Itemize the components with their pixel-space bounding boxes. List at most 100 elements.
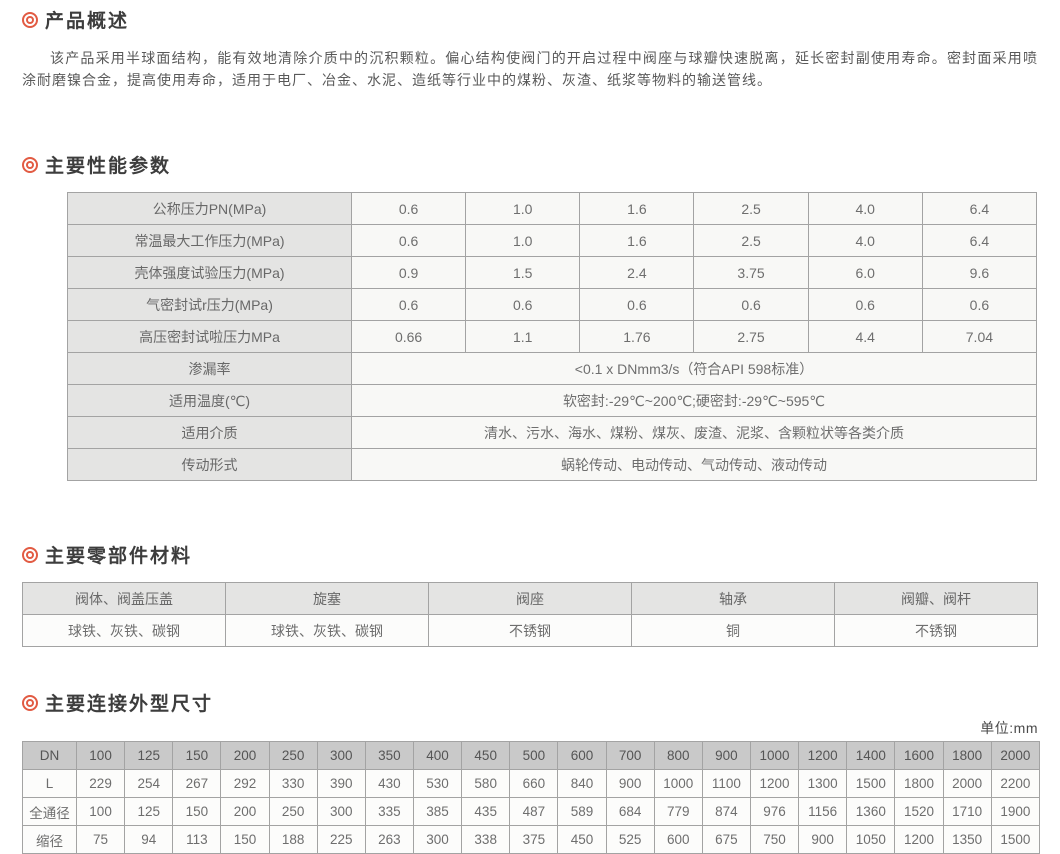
materials-value-cell: 不锈钢: [428, 614, 632, 647]
dimensions-value-cell: 580: [461, 769, 511, 798]
dimensions-value-cell: 1100: [701, 769, 751, 798]
performance-value-cell: 0.6: [350, 192, 467, 225]
performance-value-cell: 3.75: [693, 256, 809, 289]
dimensions-value-cell: 900: [798, 825, 848, 854]
performance-span-row: 渗漏率 <0.1 x DNmm3/s（符合API 598标准）: [67, 352, 1037, 385]
dimensions-value-cell: 225: [316, 825, 366, 854]
materials-table-body: 阀体、阀盖压盖 旋塞 阀座 轴承 阀瓣、阀杆 球铁、灰铁、碳钢 球铁、灰铁、碳钢 不锈钢铜不锈…: [22, 582, 1038, 647]
materials-value-cell: 不锈钢: [834, 614, 1038, 647]
performance-row-label: 高压密封试啦压力MPa: [67, 320, 352, 353]
performance-row-label: 常温最大工作压力(MPa): [67, 224, 352, 257]
performance-row: 常温最大工作压力(MPa) 0.6 1.0 1.6 2.5 4.0 6.4: [67, 224, 1038, 257]
dimensions-value-cell: 250: [268, 741, 318, 770]
materials-title-row: 主要零部件材料: [22, 541, 1038, 568]
dimensions-value-cell: 1500: [990, 825, 1041, 854]
section-dimensions: 主要连接外型尺寸 单位:mm DN 100 125 150 200 250 300 350 40…: [22, 689, 1041, 854]
dimensions-value-cell: 400: [412, 741, 463, 770]
performance-value-cell: 1.6: [579, 224, 695, 257]
dimensions-value-cell: 435: [461, 797, 511, 826]
dimensions-value-cell: 100: [75, 741, 126, 770]
performance-row-label: 渗漏率: [67, 352, 352, 385]
section-bullet-icon: [22, 156, 38, 173]
performance-row: 公称压力PN(MPa) 0.6 1.0 1.6 2.5 4.0 6.4: [67, 192, 1038, 225]
dimensions-row: 全通径 100 125 150 200 250 300 335 385 435 487 589 684 7…: [22, 797, 1041, 826]
dimensions-value-cell: 2200: [990, 769, 1041, 798]
performance-value-cell: 6.4: [921, 224, 1038, 257]
dimensions-value-cell: 1900: [990, 797, 1041, 826]
dimensions-value-cell: 1400: [846, 741, 896, 770]
performance-value-cell: 7.04: [921, 320, 1038, 353]
section-materials: 主要零部件材料 阀体、阀盖压盖 旋塞 阀座 轴承 阀瓣、阀杆 球铁、灰铁、碳钢 球铁、灰铁、…: [22, 541, 1038, 647]
dimensions-value-cell: 600: [653, 825, 703, 854]
performance-title-row: 主要性能参数: [22, 151, 1038, 178]
dimensions-value-cell: 254: [124, 769, 174, 798]
performance-row-label: 传动形式: [67, 448, 352, 481]
performance-value-cell: 1.6: [579, 192, 695, 225]
performance-value-cell: 1.0: [465, 192, 581, 225]
dimensions-value-cell: 589: [557, 797, 607, 826]
performance-row: 气密封试r压力(MPa) 0.6 0.6 0.6 0.6 0.6 0.6: [67, 288, 1038, 321]
section-bullet-icon: [22, 546, 38, 563]
performance-span-row: 适用温度(℃) 软密封:-29℃~200℃;硬密封:-29℃~595℃: [67, 384, 1037, 417]
section-bullet-icon: [22, 11, 38, 28]
dimensions-value-cell: 750: [749, 825, 800, 854]
section-performance: 主要性能参数 公称压力PN(MPa) 0.6 1.0 1.6 2.5 4.0 6.4 常温最大…: [22, 151, 1038, 481]
materials-table: 阀体、阀盖压盖 旋塞 阀座 轴承 阀瓣、阀杆 球铁、灰铁、碳钢 球铁、灰铁、碳钢 不锈钢铜不锈…: [22, 582, 1038, 647]
dimensions-value-cell: 800: [653, 741, 703, 770]
performance-row-label: 壳体强度试验压力(MPa): [67, 256, 352, 289]
dimensions-header-row: DN 100 125 150 200 250 300 350 400 450 500 600 700 80…: [22, 741, 1041, 770]
materials-value-cell: 球铁、灰铁、碳钢: [22, 614, 226, 647]
performance-row-label: 公称压力PN(MPa): [67, 192, 352, 225]
materials-header-cell: 轴承: [631, 582, 835, 615]
materials-header-cell: 旋塞: [225, 582, 429, 615]
dimensions-value-cell: 1600: [894, 741, 944, 770]
section-overview: 产品概述 该产品采用半球面结构，能有效地清除介质中的沉积颗粒。偏心结构使阀门的开…: [22, 6, 1038, 91]
materials-value-row: 球铁、灰铁、碳钢 球铁、灰铁、碳钢 不锈钢铜不锈钢: [22, 614, 1038, 647]
performance-value-cell: 1.76: [579, 320, 695, 353]
dimensions-value-cell: 200: [220, 741, 270, 770]
performance-span-row: 适用介质 清水、污水、海水、煤粉、煤灰、废渣、泥浆、含颗粒状等各类介质: [67, 416, 1037, 449]
materials-header-cell: 阀瓣、阀杆: [834, 582, 1038, 615]
dimensions-value-cell: 250: [268, 797, 318, 826]
dimensions-value-cell: 1156: [798, 797, 848, 826]
dimensions-value-cell: 94: [124, 825, 174, 854]
performance-span-value: 蜗轮传动、电动传动、气动传动、液动传动: [351, 448, 1037, 481]
performance-value-cell: 1.0: [465, 224, 581, 257]
dimensions-value-cell: 840: [557, 769, 607, 798]
dimensions-title: 主要连接外型尺寸: [45, 694, 214, 715]
dimensions-value-cell: 390: [316, 769, 366, 798]
dimensions-value-cell: 385: [412, 797, 463, 826]
performance-value-cell: 0.6: [350, 224, 467, 257]
dimensions-value-cell: 150: [220, 825, 270, 854]
materials-title: 主要零部件材料: [45, 546, 193, 567]
dimensions-value-cell: 113: [172, 825, 222, 854]
materials-value-cell: 铜: [631, 614, 835, 647]
dimensions-value-cell: 900: [701, 741, 751, 770]
dimensions-value-cell: 1360: [846, 797, 896, 826]
dimensions-value-cell: 75: [75, 825, 126, 854]
dimensions-table: DN 100 125 150 200 250 300 350 400 450 500 600 700 80…: [22, 741, 1041, 854]
dimensions-value-cell: 2000: [942, 769, 992, 798]
dimensions-value-cell: 263: [364, 825, 414, 854]
dimensions-value-cell: 1000: [653, 769, 703, 798]
performance-title: 主要性能参数: [45, 156, 172, 177]
overview-paragraph: 该产品采用半球面结构，能有效地清除介质中的沉积颗粒。偏心结构使阀门的开启过程中阀…: [22, 50, 1038, 88]
dimensions-value-cell: 430: [364, 769, 414, 798]
dimensions-value-cell: 675: [701, 825, 751, 854]
dimensions-row-label: DN: [22, 741, 77, 770]
dimensions-title-row: 主要连接外型尺寸: [22, 689, 1038, 716]
dimensions-row-label: 缩径: [22, 825, 77, 854]
overview-title-row: 产品概述: [22, 6, 1038, 33]
performance-value-cell: 0.6: [350, 288, 467, 321]
dimensions-value-cell: 450: [461, 741, 511, 770]
performance-span-row: 传动形式 蜗轮传动、电动传动、气动传动、液动传动: [67, 448, 1037, 481]
overview-title: 产品概述: [45, 11, 130, 32]
dimensions-value-cell: 1500: [846, 769, 896, 798]
dimensions-value-cell: 338: [461, 825, 511, 854]
dimensions-value-cell: 1200: [798, 741, 848, 770]
dimensions-value-cell: 1800: [894, 769, 944, 798]
dimensions-value-cell: 500: [509, 741, 559, 770]
performance-value-cell: 0.6: [921, 288, 1038, 321]
performance-value-cell: 6.4: [921, 192, 1038, 225]
